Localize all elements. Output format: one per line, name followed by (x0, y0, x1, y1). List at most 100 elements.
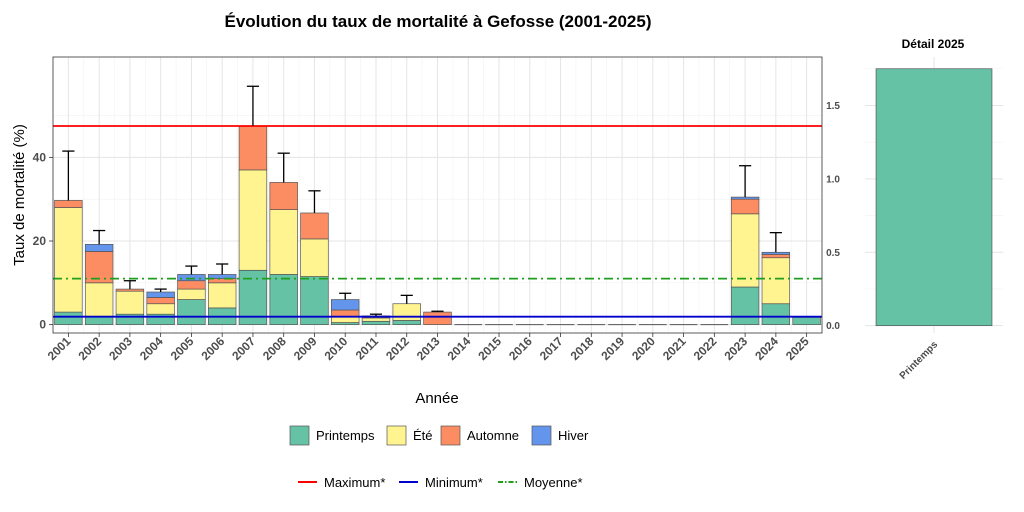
legend-label: Maximum* (324, 475, 385, 490)
legend-swatch (531, 425, 552, 446)
bar-automne-2001 (54, 200, 83, 208)
bar-automne-2024 (761, 254, 791, 259)
detail-bars (875, 68, 993, 327)
x-tick-label-2009: 2009 (291, 334, 320, 363)
bar-hiver-2004 (146, 291, 175, 298)
x-tick-label-2006: 2006 (199, 334, 228, 363)
error-bar-2013 (431, 310, 444, 313)
bar-printemps-2004 (146, 313, 175, 325)
legend-label: Minimum* (425, 475, 483, 490)
bar-automne-2005 (177, 280, 206, 290)
bar-printemps-2001 (54, 311, 83, 325)
bar-printemps-2025 (792, 316, 821, 325)
legend-item-automne: Automne (440, 425, 519, 446)
bar-automne-2023 (730, 198, 760, 215)
x-tick-label-2002: 2002 (75, 334, 104, 363)
x-tick-label-2020: 2020 (629, 334, 658, 363)
bar-automne-2003 (115, 288, 145, 292)
error-bar-2003 (123, 280, 136, 290)
legend-label: Automne (467, 428, 519, 443)
bar-automne-2010 (331, 309, 360, 317)
bar-ete-2001 (54, 207, 83, 313)
detail-bar-printemps (875, 68, 993, 327)
bar-ete-2008 (269, 209, 298, 275)
detail-x-tick-label-printemps: Printemps (898, 339, 941, 382)
legend-label: Printemps (316, 428, 375, 443)
y-tick-label: 40 (33, 150, 47, 164)
detail-y-tick-label: 1.5 (826, 101, 840, 112)
legend-label: Hiver (558, 428, 589, 443)
bar-printemps-2023 (730, 286, 760, 325)
bar-ete-2009 (300, 238, 329, 277)
detail-y-tick-label: 1.0 (826, 174, 840, 185)
x-tick-label-2010: 2010 (322, 334, 351, 363)
legend-item-printemps: Printemps (289, 425, 375, 446)
legend-seasons: Printemps Été Automne Hiver (289, 425, 589, 446)
x-tick-label-2021: 2021 (660, 334, 689, 363)
legend-item-minimum: Minimum* (399, 475, 483, 490)
x-tick-label-2003: 2003 (106, 334, 135, 363)
x-tick-label-2015: 2015 (475, 334, 504, 363)
error-bar-2004 (154, 288, 167, 293)
x-tick-label-2016: 2016 (506, 334, 535, 363)
legend-swatch (440, 425, 461, 446)
x-axis-ticks: 2001 2002 2003 2004 2005 2006 2007 2008 2009 2010… (45, 333, 812, 363)
error-bar-2001 (62, 150, 75, 201)
bar-ete-2002 (84, 282, 114, 317)
x-tick-label-2025: 2025 (783, 334, 812, 363)
bar-printemps-2003 (115, 313, 145, 325)
legend-label: Moyenne* (524, 475, 583, 490)
x-tick-label-2019: 2019 (598, 334, 627, 363)
bar-automne-2009 (300, 212, 329, 240)
x-tick-label-2007: 2007 (229, 334, 258, 363)
x-tick-label-2022: 2022 (691, 334, 720, 363)
bar-hiver-2024 (761, 251, 791, 255)
x-tick-label-2011: 2011 (353, 334, 382, 363)
x-tick-label-2004: 2004 (137, 334, 166, 363)
legend-reference-lines: Maximum* Minimum* Moyenne* (298, 475, 583, 490)
x-tick-label-2018: 2018 (568, 334, 597, 363)
legend-swatch (289, 425, 310, 446)
bar-automne-2013 (423, 311, 452, 325)
bar-ete-2023 (730, 213, 760, 288)
y-axis-ticks: 0 20 40 (33, 150, 53, 332)
legend-item-moyenne: Moyenne* (498, 475, 583, 490)
bar-hiver-2005 (177, 274, 206, 282)
legend-swatch (386, 425, 407, 446)
bar-printemps-2011 (361, 320, 391, 325)
y-tick-label: 0 (39, 318, 46, 332)
bar-ete-2003 (115, 290, 145, 315)
x-tick-label-2017: 2017 (537, 334, 566, 363)
error-bar-2007 (246, 85, 260, 126)
x-tick-label-2014: 2014 (445, 334, 474, 363)
bar-printemps-2012 (392, 320, 421, 325)
reference-lines (53, 125, 822, 318)
bar-ete-2012 (392, 303, 421, 321)
bar-hiver-2023 (730, 196, 760, 200)
bar-automne-2008 (269, 182, 298, 210)
y-tick-label: 20 (33, 234, 47, 248)
legend-item-maximum: Maximum* (298, 475, 385, 490)
x-axis-label: Année (415, 390, 458, 407)
chart-title: Évolution du taux de mortalité à Gefosse… (224, 12, 651, 31)
y-axis-label: Taux de mortalité (%) (11, 124, 28, 266)
detail-y-axis-ticks: 0.0 0.5 1.0 1.5 (826, 101, 840, 332)
bar-printemps-2005 (177, 299, 206, 325)
error-bar-2012 (400, 294, 413, 304)
bar-ete-2011 (361, 317, 391, 322)
bar-ete-2007 (238, 169, 268, 271)
x-tick-label-2008: 2008 (260, 334, 289, 363)
error-bar-2010 (339, 292, 352, 300)
x-tick-label-2005: 2005 (168, 334, 197, 363)
bar-ete-2005 (177, 288, 206, 300)
bar-ete-2006 (207, 282, 237, 309)
legend-item-ete: Été (386, 425, 433, 446)
detail-y-tick-label: 0.5 (826, 248, 840, 259)
error-bars (62, 85, 782, 316)
error-bar-2024 (769, 231, 782, 253)
legend-item-hiver: Hiver (531, 425, 589, 446)
x-tick-label-2012: 2012 (383, 334, 412, 363)
error-bar-2008 (277, 152, 290, 183)
error-bar-2006 (216, 263, 229, 275)
